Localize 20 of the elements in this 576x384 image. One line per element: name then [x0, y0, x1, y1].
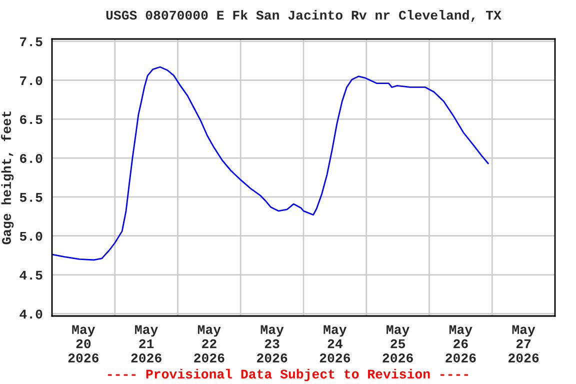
y-tick-label: 6.5 — [20, 115, 42, 124]
y-axis-title: Gage height, feet — [1, 111, 14, 244]
y-tick-label: 7.5 — [20, 37, 42, 46]
y-tick-label: 5.0 — [20, 232, 42, 241]
x-tick-label: May 27 2026 — [508, 325, 539, 362]
y-tick-label: 7.0 — [20, 76, 42, 86]
x-tick-label: May 23 2026 — [257, 325, 288, 362]
y-tick-label: 5.5 — [20, 193, 42, 202]
y-tick-label: 6.0 — [20, 154, 42, 163]
text: ---- Provisional Data Subject to Revision ---- — [108, 368, 468, 382]
x-tick-label: May 24 2026 — [320, 325, 350, 362]
x-tick-label: May 25 2026 — [382, 325, 413, 362]
y-tick-label: 4.5 — [20, 270, 42, 280]
x-tick-label: May 20 2026 — [68, 325, 99, 362]
y-tick-label: 4.0 — [20, 310, 42, 319]
x-tick-label: May 21 2026 — [131, 325, 162, 362]
x-tick-label: May 26 2026 — [446, 325, 476, 362]
chart-title: USGS 08070000 E Fk San Jacinto Rv nr Cleveland, TX — [106, 10, 502, 22]
x-tick-label: May 22 2026 — [194, 325, 224, 362]
line-series — [52, 66, 489, 261]
